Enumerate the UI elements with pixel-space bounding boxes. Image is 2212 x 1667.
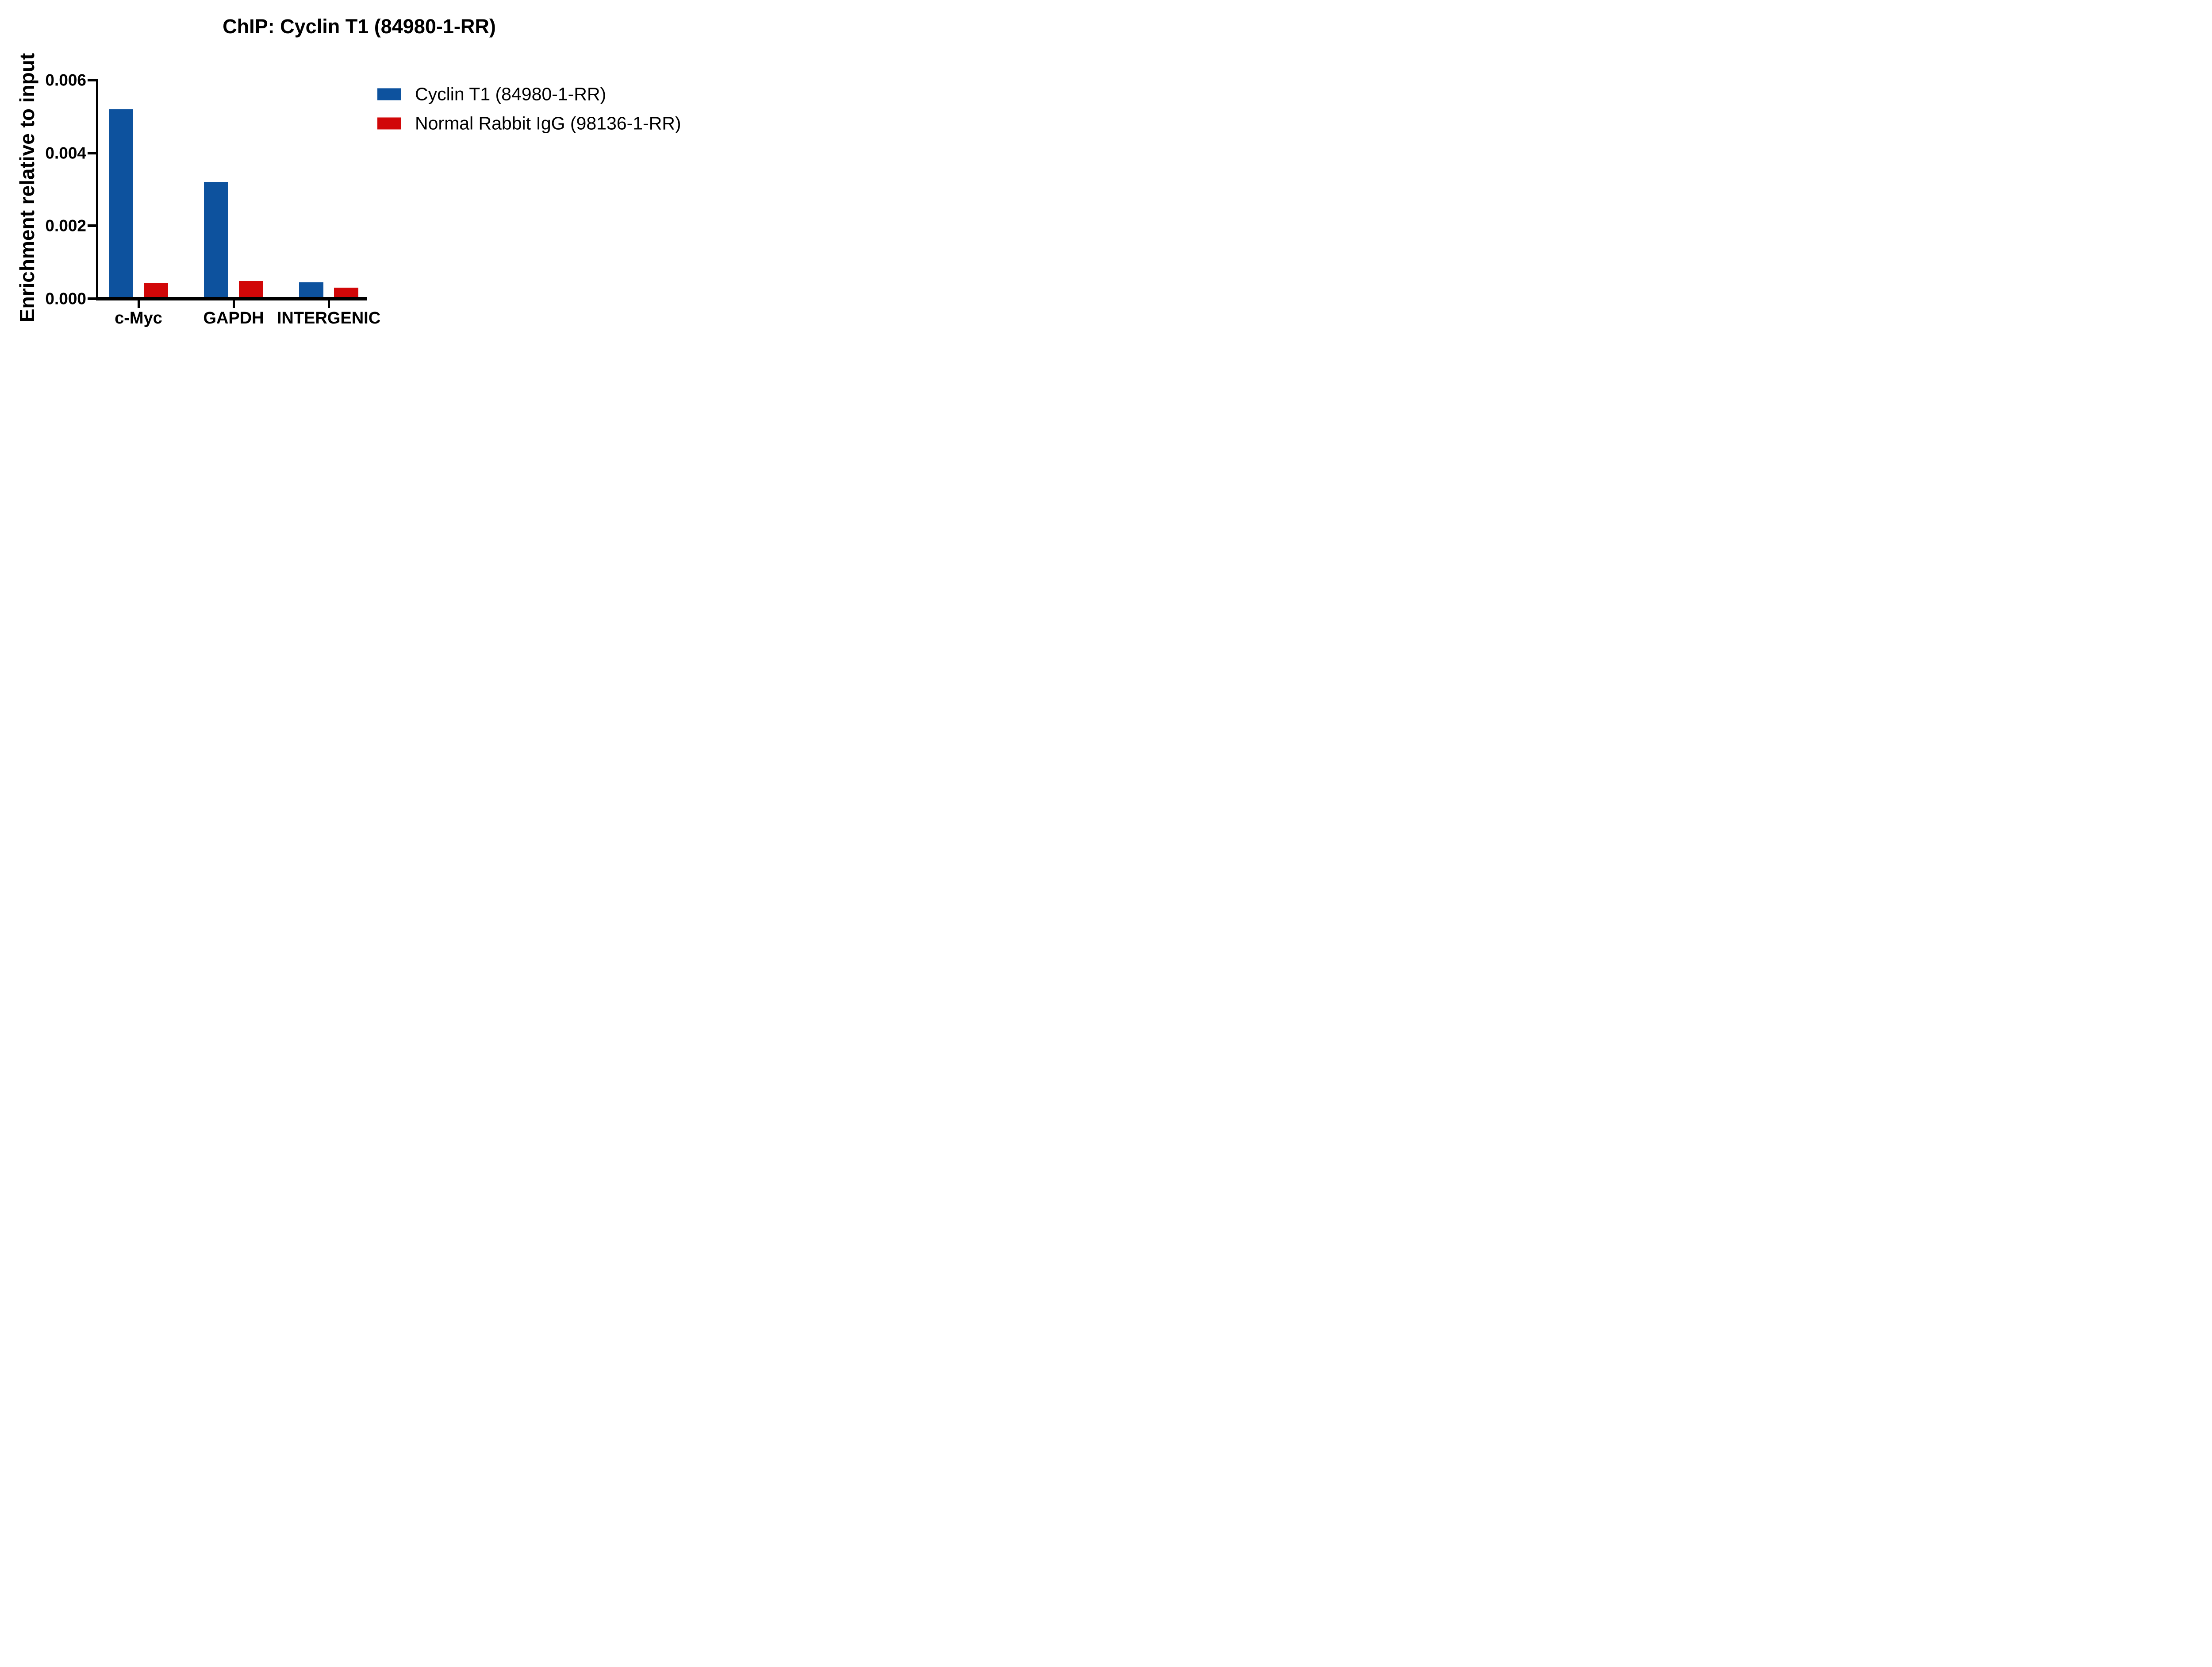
y-axis-line <box>96 79 98 300</box>
chart-title: ChIP: Cyclin T1 (84980-1-RR) <box>223 15 496 38</box>
y-axis-title: Enrichment relative to input <box>15 53 38 323</box>
legend-label: Cyclin T1 (84980-1-RR) <box>415 84 607 104</box>
x-tick <box>232 300 235 308</box>
bar-series2-INTERGENIC <box>334 288 358 299</box>
y-tick-label: 0.004 <box>45 144 86 162</box>
bar-series1-INTERGENIC <box>299 282 323 299</box>
x-tick <box>137 300 140 308</box>
y-tick <box>88 297 96 300</box>
y-tick-label: 0.000 <box>45 289 86 308</box>
legend-swatch-cyclin-t1 <box>377 88 401 100</box>
bar-series2-GAPDH <box>239 281 263 299</box>
legend-swatch-rabbit-igg <box>377 117 401 130</box>
x-tick-label-INTERGENIC: INTERGENIC <box>276 309 381 327</box>
legend-item: Cyclin T1 (84980-1-RR) <box>377 84 606 104</box>
x-tick <box>327 300 330 308</box>
bar-series1-GAPDH <box>204 182 228 299</box>
x-tick-label-GAPDH: GAPDH <box>203 309 264 327</box>
y-tick <box>88 78 96 81</box>
legend-item: Normal Rabbit IgG (98136-1-RR) <box>377 113 681 133</box>
y-tick <box>88 151 96 154</box>
chart-canvas: ChIP: Cyclin T1 (84980-1-RR) Enrichment … <box>0 0 694 340</box>
y-tick <box>88 224 96 227</box>
x-tick-label-c-Myc: c-Myc <box>115 309 162 327</box>
x-axis-line <box>96 297 367 300</box>
bar-series2-c-Myc <box>144 283 168 299</box>
y-tick-label: 0.002 <box>45 216 86 235</box>
legend-label: Normal Rabbit IgG (98136-1-RR) <box>415 113 681 134</box>
bar-series1-c-Myc <box>109 109 133 299</box>
y-tick-label: 0.006 <box>45 71 86 89</box>
